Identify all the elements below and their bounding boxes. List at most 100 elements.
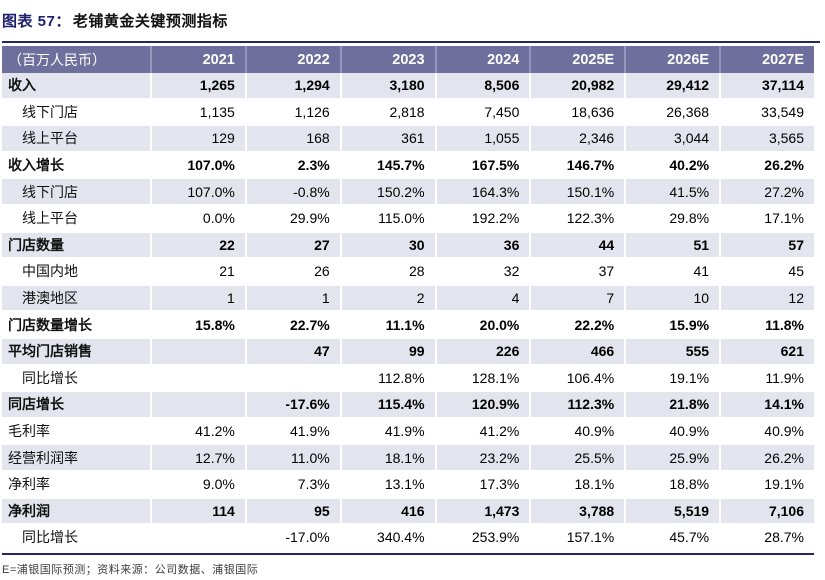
- cell: 1,473: [434, 498, 530, 526]
- cell: 19.1%: [719, 471, 814, 499]
- bottom-rule: [2, 552, 814, 555]
- cell: 11.9%: [719, 365, 814, 393]
- cell: 13.1%: [339, 471, 435, 499]
- cell: 44: [529, 232, 625, 260]
- cell: 11.8%: [719, 312, 814, 339]
- table-row: 门店数量 22 27 30 36 44 51 57: [2, 232, 814, 260]
- cell: 9.0%: [150, 471, 245, 499]
- row-label: 同店增长: [2, 392, 150, 419]
- row-label: 经营利润率: [2, 445, 150, 472]
- row-label: 收入增长: [2, 152, 150, 180]
- cell: 1,135: [150, 99, 245, 127]
- table-row: 门店数量增长 15.8% 22.7% 11.1% 20.0% 22.2% 15.9% 11.8…: [2, 312, 814, 339]
- table-row: 线下门店 1,135 1,126 2,818 7,450 18,636 26,368 33,5…: [2, 99, 814, 127]
- cell: 19.1%: [624, 365, 720, 393]
- table-row: 中国内地 21 26 28 32 37 41 45: [2, 259, 814, 286]
- cell: 29.8%: [624, 205, 720, 233]
- cell: 157.1%: [529, 525, 625, 552]
- cell: 25.5%: [529, 445, 625, 472]
- table-row: 同比增长 -17.0% 340.4% 253.9% 157.1% 45.7% 28.7%: [2, 525, 814, 552]
- cell: 26,368: [624, 99, 720, 127]
- table-row: 净利润 114 95 416 1,473 3,788 5,519 7,106: [2, 498, 814, 526]
- cell: 36: [434, 232, 530, 260]
- cell: 40.9%: [624, 418, 720, 446]
- cell: 29.9%: [244, 205, 340, 233]
- cell: 22.7%: [244, 312, 340, 339]
- cell: 40.9%: [719, 418, 814, 446]
- cell: 115.4%: [339, 392, 435, 419]
- cell: 168: [244, 126, 340, 153]
- cell: 28.7%: [719, 525, 814, 552]
- cell: 2,818: [339, 99, 435, 127]
- cell: 20,982: [529, 73, 625, 100]
- cell: 12: [719, 285, 814, 313]
- cell: 26.2%: [719, 152, 814, 180]
- cell: [150, 525, 245, 552]
- cell: [150, 365, 245, 393]
- cell: 27.2%: [719, 179, 814, 206]
- cell: 1: [150, 285, 245, 313]
- year-header: 2025E: [529, 46, 625, 73]
- cell: 2.3%: [244, 152, 340, 180]
- cell: 26: [244, 259, 340, 286]
- cell: 340.4%: [339, 525, 435, 552]
- cell: 57: [719, 232, 814, 260]
- row-label: 线下门店: [2, 179, 150, 206]
- cell: 37: [529, 259, 625, 286]
- cell: 7,450: [434, 99, 530, 127]
- cell: 114: [150, 498, 245, 526]
- row-label: 同比增长: [2, 365, 150, 393]
- cell: 7.3%: [244, 471, 340, 499]
- cell: [244, 365, 340, 393]
- cell: 41.2%: [150, 418, 245, 446]
- cell: 112.8%: [339, 365, 435, 393]
- cell: 51: [624, 232, 720, 260]
- cell: 107.0%: [150, 152, 245, 180]
- row-label: 毛利率: [2, 418, 150, 446]
- table-row: 经营利润率 12.7% 11.0% 18.1% 23.2% 25.5% 25.9% 26.2%: [2, 445, 814, 472]
- table-row: 毛利率 41.2% 41.9% 41.9% 41.2% 40.9% 40.9% 40.9%: [2, 418, 814, 446]
- cell: [150, 392, 245, 419]
- cell: 7: [529, 285, 625, 313]
- cell: 0.0%: [150, 205, 245, 233]
- cell: 11.0%: [244, 445, 340, 472]
- cell: 41.9%: [244, 418, 340, 446]
- cell: 115.0%: [339, 205, 435, 233]
- cell: 4: [434, 285, 530, 313]
- cell: 253.9%: [434, 525, 530, 552]
- table-row: 线上平台 129 168 361 1,055 2,346 3,044 3,565: [2, 126, 814, 153]
- cell: 145.7%: [339, 152, 435, 180]
- cell: 106.4%: [529, 365, 625, 393]
- cell: 41: [624, 259, 720, 286]
- row-label: 收入: [2, 73, 150, 100]
- cell: 15.9%: [624, 312, 720, 339]
- cell: 3,180: [339, 73, 435, 100]
- cell: 20.0%: [434, 312, 530, 339]
- cell: 1,055: [434, 126, 530, 153]
- cell: 33,549: [719, 99, 814, 127]
- cell: 17.3%: [434, 471, 530, 499]
- cell: 2: [339, 285, 435, 313]
- row-label: 门店数量增长: [2, 312, 150, 339]
- cell: 30: [339, 232, 435, 260]
- cell: 112.3%: [529, 392, 625, 419]
- cell: 2,346: [529, 126, 625, 153]
- cell: 192.2%: [434, 205, 530, 233]
- table-row: 线上平台 0.0% 29.9% 115.0% 192.2% 122.3% 29.8% 17.1…: [2, 205, 814, 233]
- cell: 129: [150, 126, 245, 153]
- table-row: 线下门店 107.0% -0.8% 150.2% 164.3% 150.1% 41.5% 27…: [2, 179, 814, 206]
- cell: 3,565: [719, 126, 814, 153]
- cell: 150.2%: [339, 179, 435, 206]
- cell: 128.1%: [434, 365, 530, 393]
- figure-number-label: 图表 57：: [2, 13, 71, 30]
- cell: 17.1%: [719, 205, 814, 233]
- cell: 22: [150, 232, 245, 260]
- cell: 1,126: [244, 99, 340, 127]
- year-header: 2027E: [719, 46, 814, 73]
- cell: 45: [719, 259, 814, 286]
- table-row: 港澳地区 1 1 2 4 7 10 12: [2, 285, 814, 313]
- cell: 3,044: [624, 126, 720, 153]
- cell: 41.2%: [434, 418, 530, 446]
- cell: 15.8%: [150, 312, 245, 339]
